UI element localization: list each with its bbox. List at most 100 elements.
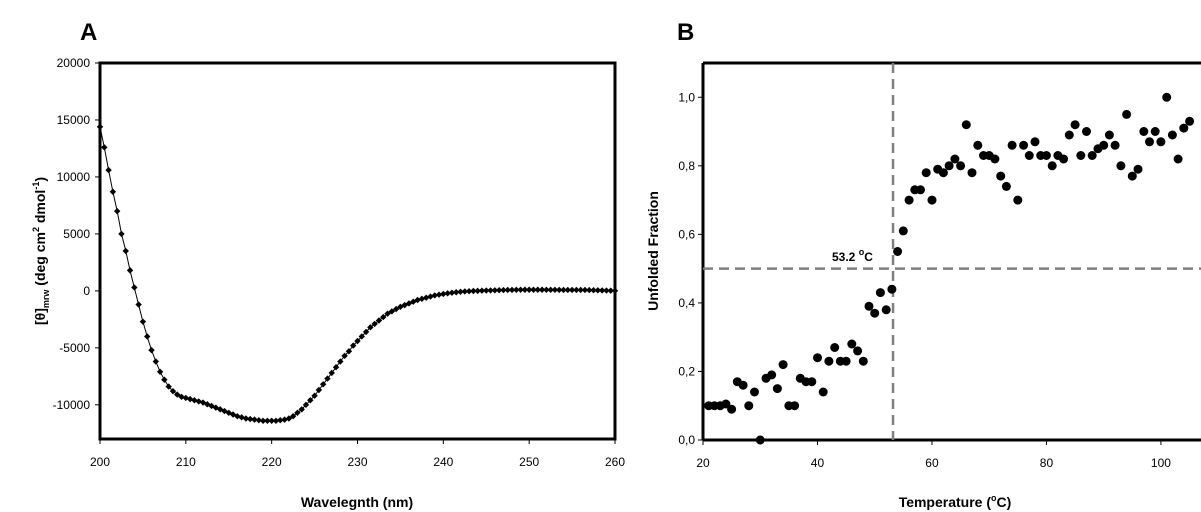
panel-b-data-point [727, 404, 737, 414]
panel-a-data-point [298, 406, 305, 413]
panel-a-data-point [448, 289, 456, 296]
panel-b-data-point [772, 384, 782, 394]
panel-a-data-point [500, 286, 507, 294]
panel-b-data-point [847, 339, 857, 349]
panel-a-data-point [285, 415, 293, 422]
panel-a-data-point [564, 286, 571, 294]
panel-b-data-point [944, 161, 954, 171]
panel-a-data-point [508, 286, 516, 294]
panel-a-data-point [457, 288, 464, 295]
panel-b-y-tick-label: 0,0 [678, 433, 695, 447]
panel-a-data-point [156, 368, 164, 375]
panel-a-data-point [324, 375, 331, 382]
panel-a-data-point [362, 328, 370, 336]
panel-b-data-point [767, 370, 777, 380]
panel-b-data-point [870, 308, 880, 318]
tm-annotation-main: 53.2 [832, 250, 859, 264]
panel-a-x-tick-label: 250 [519, 455, 539, 469]
panel-a-data-point [525, 286, 533, 293]
panel-b-x-tick-label: 60 [925, 456, 939, 470]
panel-b-data-point [824, 356, 834, 366]
panel-b-y-tick-label: 0,2 [678, 364, 695, 378]
panel-a-data-point [388, 308, 396, 315]
panel-b-data-point [1167, 130, 1177, 140]
panel-a-data-point [483, 287, 490, 294]
panel-a-data-point [268, 417, 275, 424]
panel-a-data-point [371, 320, 378, 328]
panel-a-data-point [122, 247, 129, 255]
panel-a-data-point [521, 286, 529, 293]
panel-a-data-point [238, 414, 245, 421]
panel-a-data-point [517, 286, 524, 293]
panel-b-data-point [1030, 137, 1040, 147]
panel-a-data-point [135, 301, 142, 308]
panel-a-data-point [242, 415, 250, 422]
panel-a-data-point [367, 324, 374, 331]
ylabel-units: (deg cm [32, 232, 48, 290]
panel-a-data-point [358, 333, 365, 340]
panel-a-data-point [607, 287, 614, 294]
panel-a-data-point [101, 144, 108, 151]
panel-a-data-point [259, 417, 267, 424]
panel-b-label: B [677, 19, 694, 46]
panel-a-x-tick-label: 210 [176, 455, 196, 469]
panel-b-y-ticks: 0,0 0,2 0,4 0,6 0,8 1,0 [678, 90, 703, 447]
panel-a-y-ticks: 20000 15000 10000 5000 0 -5000 -10000 [53, 56, 100, 412]
panel-b-data-point [755, 435, 765, 445]
panel-b-data-point [956, 161, 966, 171]
panel-a-data-point [345, 348, 353, 355]
panel-a-points [96, 123, 619, 424]
panel-b-data-point [904, 195, 914, 205]
panel-b-data-point [967, 168, 977, 178]
panel-b-data-point [881, 305, 891, 315]
panel-a-data-point [337, 358, 344, 365]
panel-a-data-point [543, 286, 550, 293]
panel-a-data-point [126, 267, 134, 274]
panel-a-y-tick-label: 15000 [57, 113, 91, 127]
panel-a-frame [98, 61, 617, 441]
panel-a-y-tick-label: -5000 [59, 341, 90, 355]
panel-a-data-point [131, 284, 138, 291]
panel-b-data-point [1110, 140, 1120, 150]
panel-a-x-axis-title: Wavelegnth (nm) [301, 494, 413, 510]
panel-a-data-point [272, 417, 280, 424]
panel-a-data-point [251, 416, 258, 423]
panel-a-data-point [392, 305, 400, 313]
panel-a-data-point [573, 286, 580, 294]
panel-a-data-point [598, 287, 606, 294]
panel-a-data-point [255, 417, 262, 424]
panel-a-data-point [611, 287, 619, 294]
panel-a-data-point [354, 337, 361, 345]
panel-b-data-point [830, 343, 840, 352]
panel-b-points [704, 92, 1195, 445]
panel-a-data-point [513, 286, 520, 294]
panel-b-data-point [927, 195, 937, 205]
panel-a: A 200 210 220 230 240 250 260 20000 15000 10000 5… [31, 19, 625, 510]
panel-b-data-point [778, 360, 788, 370]
panel-b-data-point [1019, 140, 1029, 150]
panel-a-data-point [152, 358, 159, 365]
panel-b-data-point [1173, 154, 1183, 164]
panel-b-y-axis-title: Unfolded Fraction [645, 191, 661, 311]
panel-a-data-point [474, 287, 481, 295]
panel-b-data-point [790, 401, 800, 411]
panel-b-data-point [841, 356, 851, 366]
panel-b-data-point [1024, 151, 1034, 160]
panel-a-data-point [556, 286, 563, 294]
panel-a-data-point [289, 413, 297, 420]
panel-a-data-point [534, 286, 541, 293]
panel-b-x-tick-label: 40 [811, 456, 825, 470]
panel-a-data-point [139, 318, 147, 325]
panel-a-data-point [247, 415, 254, 423]
panel-a-data-point [105, 166, 112, 174]
panel-b-data-point [1133, 164, 1143, 174]
panel-a-data-point [560, 286, 567, 294]
panel-b-y-tick-label: 0,4 [678, 296, 695, 310]
panel-a-y-tick-label: 20000 [57, 56, 91, 70]
panel-a-data-point [603, 287, 610, 294]
tm-annotation-rest: C [864, 250, 873, 264]
panel-b-data-point [1047, 161, 1057, 171]
panel-a-data-point [444, 290, 451, 297]
panel-b-data-point [1150, 127, 1160, 136]
panel-a-data-point [380, 313, 387, 321]
